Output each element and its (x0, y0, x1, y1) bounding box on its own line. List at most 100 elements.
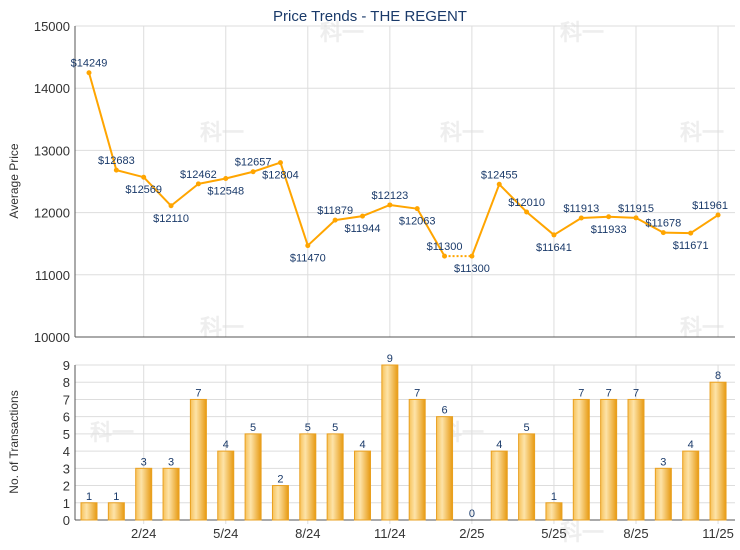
price-point (250, 169, 256, 175)
bar-value-label: 8 (715, 370, 721, 382)
bar-value-label: 4 (496, 439, 502, 451)
y-tick-label: 8 (63, 375, 70, 390)
bar-value-label: 4 (688, 439, 694, 451)
price-line-segment (225, 170, 254, 180)
price-label: $11933 (591, 224, 627, 236)
price-line-segment (142, 176, 172, 207)
price-point (442, 253, 448, 259)
price-line-segment (335, 215, 363, 222)
bar-value-label: 5 (524, 422, 530, 434)
bar-value-label: 5 (250, 422, 256, 434)
y-tick-label: 10000 (34, 330, 70, 345)
y-axis-label-price: Average Price (7, 143, 21, 218)
price-label: $12010 (508, 197, 545, 209)
price-label: $11300 (427, 241, 463, 253)
price-point (195, 181, 201, 187)
bar-value-label: 7 (606, 387, 612, 399)
price-label: $12657 (235, 157, 272, 169)
x-tick-label: 11/25 (702, 526, 734, 541)
watermark: 科一 (440, 120, 484, 145)
price-label: $12063 (399, 216, 436, 228)
bar-value-label: 7 (414, 387, 420, 399)
price-point (223, 176, 229, 182)
y-tick-label: 5 (63, 427, 70, 442)
bar-value-label: 6 (441, 405, 447, 417)
y-tick-label: 11000 (35, 268, 70, 283)
price-label: $11470 (290, 253, 326, 265)
y-tick-label: 0 (63, 513, 70, 528)
bar-value-label: 2 (277, 474, 283, 486)
transaction-bar (490, 450, 508, 521)
price-point (469, 253, 475, 259)
price-point (496, 181, 502, 187)
bar-value-label: 7 (578, 387, 584, 399)
price-label: $11671 (673, 240, 709, 252)
price-point (113, 167, 119, 173)
price-point (578, 215, 584, 221)
transaction-bar (381, 364, 399, 521)
bar-value-label: 1 (551, 491, 557, 503)
price-point (86, 70, 92, 76)
price-line-segment (416, 208, 446, 257)
y-tick-label: 15000 (34, 19, 70, 34)
x-tick-label: 8/24 (295, 526, 320, 541)
transaction-bar (545, 502, 563, 521)
price-line-segment (198, 177, 226, 185)
bar-value-label: 4 (223, 439, 229, 451)
price-label: $12462 (180, 169, 217, 181)
transaction-bar (709, 381, 727, 521)
bar-value-label: 3 (141, 456, 147, 468)
price-label: $11879 (317, 205, 353, 217)
price-line-segment (116, 169, 144, 179)
price-label: $11641 (536, 242, 572, 254)
price-point (168, 203, 174, 209)
price-point (688, 230, 694, 236)
y-tick-label: 14000 (34, 81, 70, 96)
y-tick-label: 1 (63, 496, 70, 511)
price-line-segment (553, 217, 582, 236)
bar-value-label: 9 (387, 353, 393, 365)
price-label: $12804 (262, 170, 299, 182)
transaction-bar (217, 450, 235, 521)
bar-value-label: 5 (332, 422, 338, 434)
x-tick-label: 2/25 (459, 526, 484, 541)
watermark: 科一 (320, 20, 364, 45)
y-tick-label: 6 (63, 410, 70, 425)
y-axis-label-transactions: No. of Transactions (7, 390, 21, 493)
transaction-bar (189, 398, 207, 521)
bar-value-label: 3 (660, 456, 666, 468)
price-label: $11944 (345, 223, 381, 235)
transaction-bar (627, 398, 645, 521)
price-point (660, 230, 666, 236)
price-point (633, 215, 639, 221)
price-point (414, 206, 420, 212)
price-line-segment (252, 161, 281, 173)
price-point (141, 174, 147, 180)
transaction-bar (654, 467, 672, 521)
price-label: $12683 (98, 155, 135, 167)
transaction-bar (162, 467, 180, 521)
transaction-bar (408, 398, 426, 521)
y-tick-label: 4 (63, 444, 70, 459)
transaction-bar (354, 450, 371, 521)
watermark: 科一 (560, 520, 604, 545)
price-label: $11678 (645, 218, 681, 230)
price-label: $11915 (618, 203, 654, 215)
price-label: $12110 (153, 213, 189, 225)
watermark: 科一 (200, 315, 244, 340)
transaction-bar (572, 398, 590, 521)
price-line-segment (581, 215, 609, 220)
watermark: 科一 (200, 120, 244, 145)
price-label: $14249 (71, 58, 108, 70)
x-tick-label: 5/24 (213, 526, 238, 541)
transaction-bar (518, 433, 536, 521)
transaction-bar (326, 433, 344, 521)
price-point (606, 214, 612, 220)
price-point (387, 202, 393, 208)
bar-value-label: 1 (86, 491, 92, 503)
y-tick-label: 3 (63, 461, 70, 476)
transaction-bar (436, 416, 454, 521)
watermark: 科一 (680, 120, 724, 145)
y-tick-label: 12000 (34, 206, 70, 221)
price-point (277, 160, 283, 166)
